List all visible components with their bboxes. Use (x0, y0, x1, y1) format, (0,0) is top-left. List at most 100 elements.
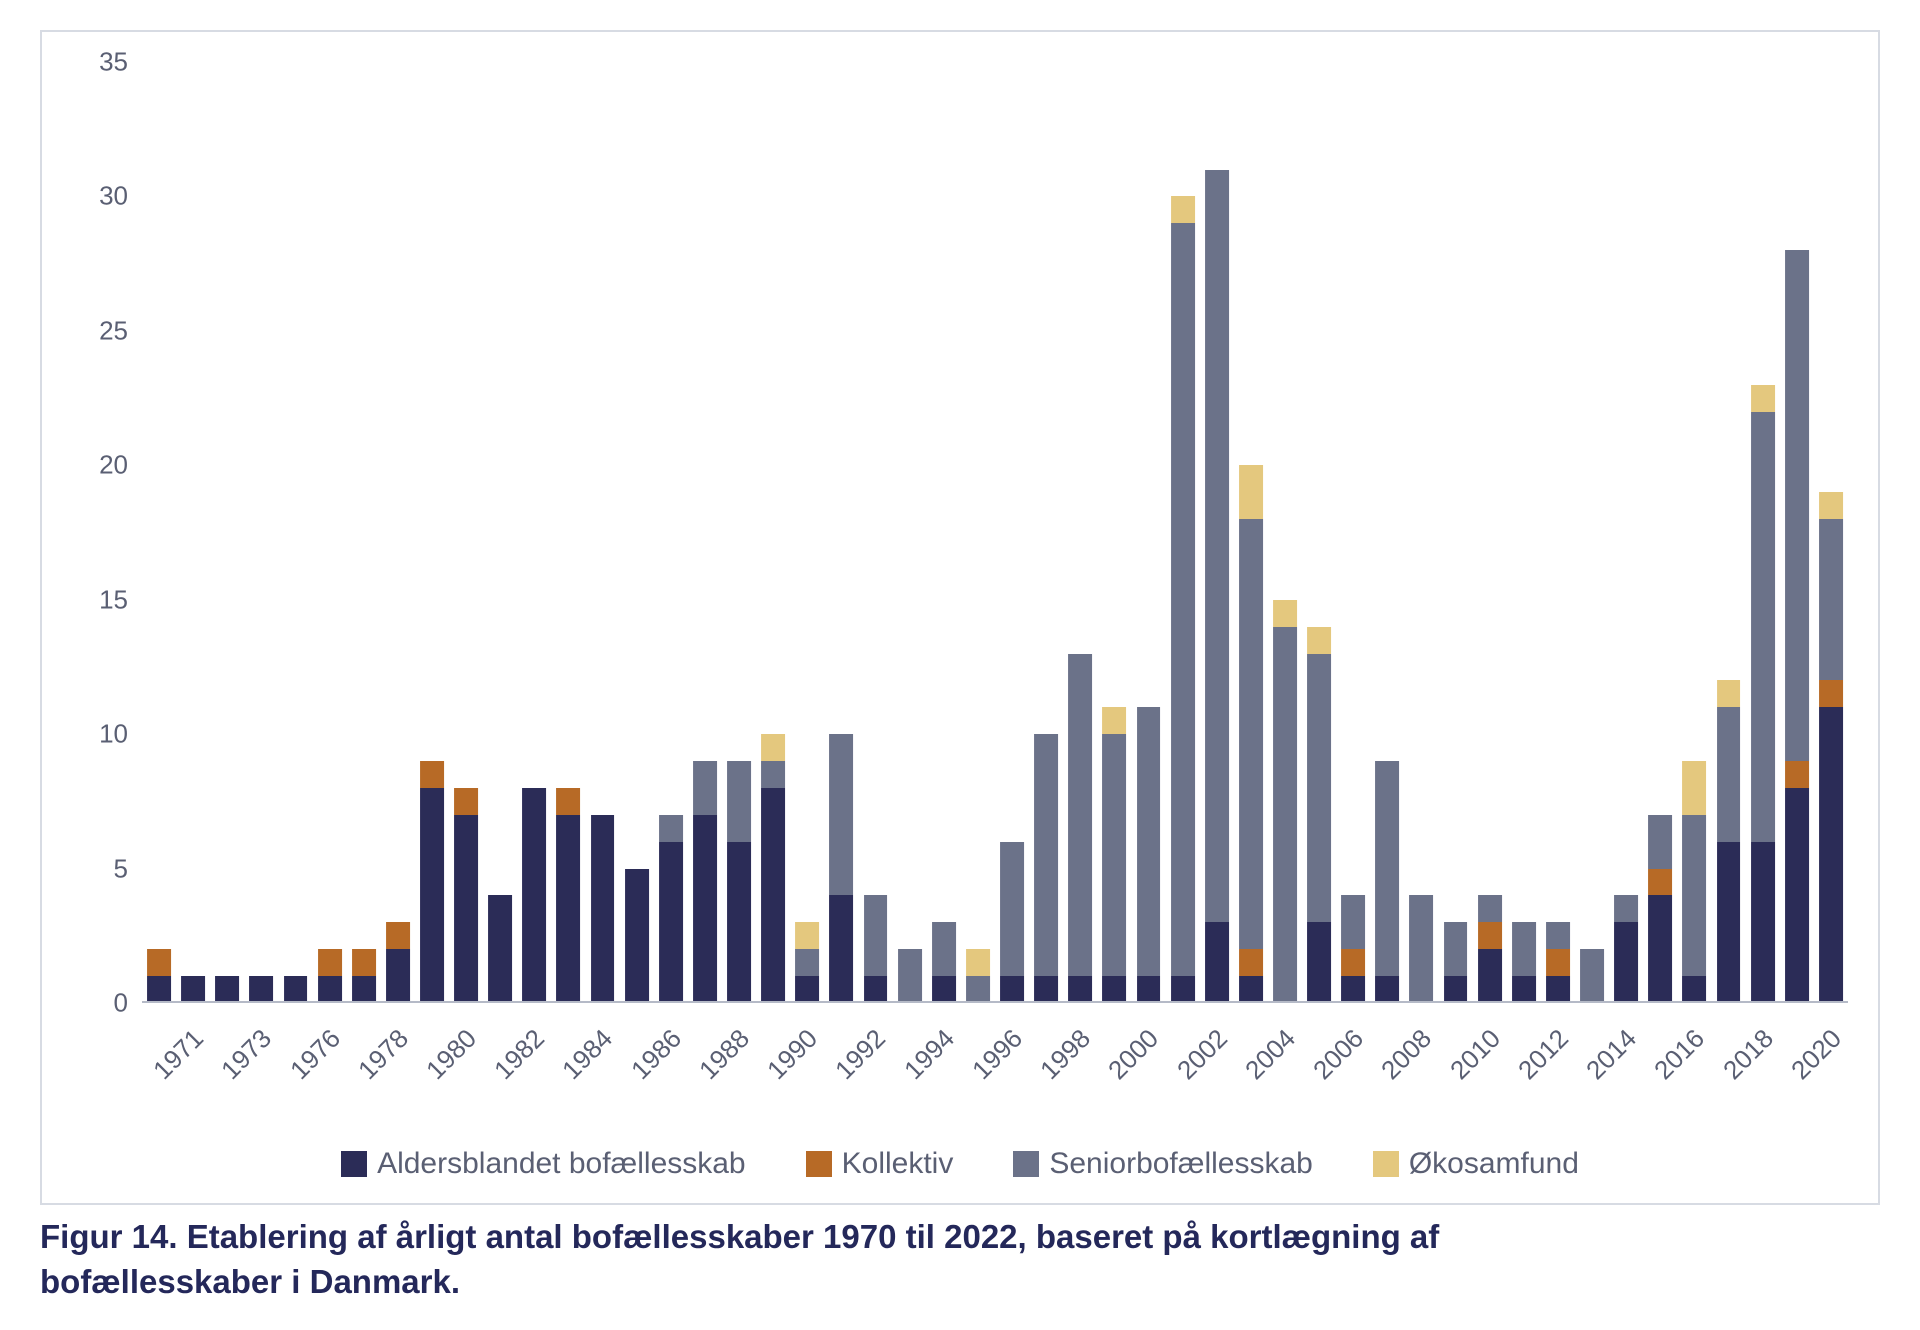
bar-1971: 1971 (142, 62, 176, 1003)
bar-stack (659, 815, 683, 1003)
bar-segment-aldersblandet (1171, 976, 1195, 1003)
bar-stack (557, 788, 581, 1003)
bar-stack (1000, 842, 1024, 1003)
bar-segment-seniorbof (1239, 519, 1263, 949)
bar-1975 (244, 62, 278, 1003)
bar-stack (181, 976, 205, 1003)
bar-stack (318, 949, 342, 1003)
bar-stack (1307, 627, 1331, 1003)
bar-stack (488, 895, 512, 1003)
bar-stack (625, 869, 649, 1003)
bar-segment-kollektiv (1478, 922, 1502, 949)
bar-2002: 2002 (1166, 62, 1200, 1003)
bar-stack (591, 815, 615, 1003)
bar-segment-okosamfund (1683, 761, 1707, 815)
bar-stack (1819, 492, 1843, 1003)
bar-segment-seniorbof (1478, 895, 1502, 922)
bar-stack (966, 949, 990, 1003)
legend-label: Seniorbofællesskab (1049, 1147, 1312, 1181)
bar-2003 (1200, 62, 1234, 1003)
bar-stack (1410, 895, 1434, 1003)
bar-segment-seniorbof (693, 761, 717, 815)
bar-segment-aldersblandet (1102, 976, 1126, 1003)
x-tick-label: 1998 (1034, 1023, 1097, 1086)
x-tick-label: 1996 (966, 1023, 1029, 1086)
gridline (142, 599, 1848, 600)
bar-segment-aldersblandet (1819, 707, 1843, 1003)
bar-1996: 1996 (961, 62, 995, 1003)
bar-stack (1137, 707, 1161, 1003)
bar-segment-aldersblandet (1034, 976, 1058, 1003)
bar-segment-aldersblandet (1648, 895, 1672, 1003)
x-tick-label: 2004 (1239, 1023, 1302, 1086)
bar-segment-aldersblandet (488, 895, 512, 1003)
bar-stack (1580, 949, 1604, 1003)
bars-layer: 1971197319761978198019821984198619881990… (142, 62, 1848, 1003)
y-tick-label: 10 (99, 719, 128, 750)
bar-stack (1717, 680, 1741, 1003)
gridline (142, 464, 1848, 465)
bar-segment-aldersblandet (761, 788, 785, 1003)
y-tick-label: 25 (99, 315, 128, 346)
x-tick-label: 2002 (1171, 1023, 1234, 1086)
bar-segment-seniorbof (1819, 519, 1843, 680)
bar-segment-seniorbof (1512, 922, 1536, 976)
bar-1977 (313, 62, 347, 1003)
x-tick-label: 2020 (1785, 1023, 1848, 1086)
bar-segment-seniorbof (1580, 949, 1604, 1003)
bar-segment-okosamfund (1751, 385, 1775, 412)
bar-segment-aldersblandet (249, 976, 273, 1003)
legend-label: Aldersblandet bofællesskab (377, 1147, 746, 1181)
bar-segment-kollektiv (1785, 761, 1809, 788)
bar-stack (1785, 250, 1809, 1003)
bar-segment-seniorbof (761, 761, 785, 788)
bar-stack (249, 976, 273, 1003)
bar-stack (352, 949, 376, 1003)
bar-stack (1546, 922, 1570, 1003)
bar-segment-kollektiv (420, 761, 444, 788)
bar-segment-okosamfund (1102, 707, 1126, 734)
bar-segment-seniorbof (1375, 761, 1399, 976)
bar-segment-aldersblandet (1614, 922, 1638, 1003)
bar-segment-seniorbof (1102, 734, 1126, 976)
bar-segment-okosamfund (1171, 196, 1195, 223)
bar-stack (1751, 385, 1775, 1003)
bar-segment-seniorbof (727, 761, 751, 842)
bar-segment-kollektiv (1819, 680, 1843, 707)
bar-segment-aldersblandet (352, 976, 376, 1003)
gridline (142, 61, 1848, 62)
y-tick-label: 35 (99, 47, 128, 78)
x-tick-label: 2010 (1444, 1023, 1507, 1086)
bar-segment-seniorbof (966, 976, 990, 1003)
x-tick-label: 1992 (829, 1023, 892, 1086)
bar-1981 (449, 62, 483, 1003)
bar-stack (1478, 895, 1502, 1003)
bar-segment-seniorbof (1034, 734, 1058, 976)
bar-stack (1444, 922, 1468, 1003)
bar-1976: 1976 (278, 62, 312, 1003)
bar-1988: 1988 (688, 62, 722, 1003)
legend-swatch (806, 1151, 832, 1177)
bar-2011 (1473, 62, 1507, 1003)
bar-segment-aldersblandet (1512, 976, 1536, 1003)
x-tick-label: 1990 (761, 1023, 824, 1086)
bar-2021 (1814, 62, 1848, 1003)
bar-segment-seniorbof (1683, 815, 1707, 976)
bar-stack (1239, 465, 1263, 1003)
bar-1989 (722, 62, 756, 1003)
legend-label: Kollektiv (842, 1147, 954, 1181)
bar-segment-aldersblandet (1205, 922, 1229, 1003)
x-tick-label: 1988 (693, 1023, 756, 1086)
chart-frame: 1971197319761978198019821984198619881990… (40, 30, 1880, 1205)
bar-stack (864, 895, 888, 1003)
bar-segment-aldersblandet (932, 976, 956, 1003)
bar-segment-aldersblandet (386, 949, 410, 1003)
bar-segment-aldersblandet (181, 976, 205, 1003)
bar-segment-seniorbof (1205, 170, 1229, 923)
bar-stack (1068, 654, 1092, 1004)
legend-label: Økosamfund (1409, 1147, 1579, 1181)
x-tick-label: 1973 (215, 1023, 278, 1086)
legend-item-kollektiv: Kollektiv (806, 1147, 954, 1181)
bar-stack (727, 761, 751, 1003)
bar-1984: 1984 (551, 62, 585, 1003)
